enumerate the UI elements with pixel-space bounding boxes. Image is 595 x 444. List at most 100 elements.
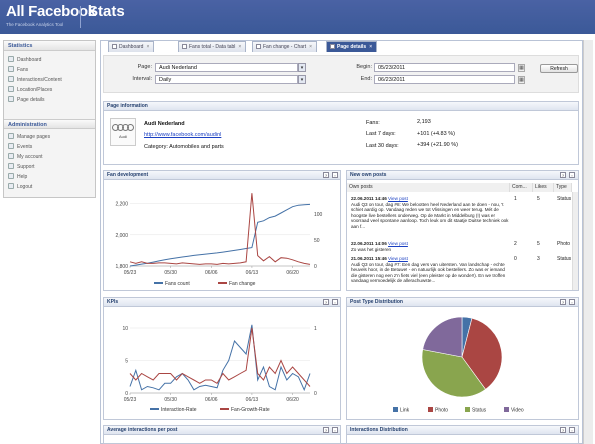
- help-icon[interactable]: ?: [560, 299, 566, 305]
- page-logo: Audi: [110, 118, 136, 146]
- col-likes[interactable]: Likes: [533, 183, 554, 192]
- fans-value: 2,193: [417, 119, 431, 125]
- brand-tagline: The Facebook Analytics Tool: [6, 22, 64, 27]
- brand-logo[interactable]: All Facebook: [6, 3, 96, 20]
- sidebar-item-fans[interactable]: Fans: [8, 66, 28, 75]
- maximize-icon[interactable]: ▫: [332, 172, 338, 178]
- sidebar-item-events[interactable]: Events: [8, 143, 32, 152]
- support-icon: [8, 163, 14, 169]
- calendar-icon[interactable]: ▦: [518, 64, 525, 72]
- interactions-icon: [8, 76, 14, 82]
- post-type-pie-chart: [421, 316, 503, 398]
- col-own-posts[interactable]: Own posts: [347, 183, 510, 192]
- col-comments[interactable]: Com...: [510, 183, 533, 192]
- maximize-icon[interactable]: ▫: [332, 427, 338, 433]
- legend-swatch: [393, 407, 398, 412]
- chevron-down-icon[interactable]: ▾: [298, 75, 306, 84]
- tab-dashboard[interactable]: Dashboard ×: [108, 41, 155, 52]
- kpis-panel: KPIs ? ▫: [103, 297, 341, 420]
- post-likes: 5: [537, 241, 540, 247]
- kpi-chart: 0 5 10 0 1 05/23 05/30 06/06 06/13 06/20: [122, 324, 317, 403]
- sidebar-section-statistics: Statistics: [4, 41, 95, 51]
- post-type: Photo: [557, 241, 571, 247]
- help-icon[interactable]: ?: [560, 427, 566, 433]
- post-type: Status: [557, 196, 572, 202]
- col-type[interactable]: Type: [554, 183, 572, 192]
- tab-page-icon: [112, 44, 117, 49]
- interval-select[interactable]: Daily: [155, 75, 298, 84]
- sidebar-item-location[interactable]: Location/Places: [8, 86, 52, 95]
- pie-slice-video: [422, 316, 463, 358]
- close-icon[interactable]: ×: [238, 44, 242, 50]
- end-date-input[interactable]: 06/23/2011: [374, 75, 515, 84]
- legend-fan-change: Fan change: [218, 281, 255, 287]
- maximize-icon[interactable]: ▫: [332, 299, 338, 305]
- help-icon[interactable]: ?: [323, 427, 329, 433]
- logo-ring: [127, 124, 134, 131]
- page-details-icon: [8, 96, 14, 102]
- legend-swatch: [218, 282, 227, 284]
- tab-page-details[interactable]: Page details ×: [326, 41, 378, 52]
- x-tick-label: 06/13: [246, 270, 259, 276]
- panel-title: Average interactions per post: [104, 426, 340, 435]
- post-date: 22.06.2011 14:06: [351, 241, 387, 246]
- refresh-button[interactable]: Refresh: [540, 64, 578, 73]
- y-left-tick-label: 2,200: [115, 202, 128, 208]
- post-text: Zo was het gisteren: [351, 246, 392, 252]
- chevron-down-icon[interactable]: ▾: [298, 63, 306, 72]
- help-icon[interactable]: ?: [323, 172, 329, 178]
- fan-development-panel: Fan development ? ▫: [103, 170, 341, 291]
- x-tick-label: 05/30: [164, 270, 177, 276]
- series-line-fans-count: [129, 203, 311, 267]
- panel-title: Post Type Distribution: [347, 298, 578, 307]
- x-tick-label: 05/30: [164, 397, 177, 403]
- tab-fan-change[interactable]: Fan change - Chart ×: [252, 41, 318, 52]
- close-icon[interactable]: ×: [309, 44, 313, 50]
- page-scrollbar[interactable]: [583, 40, 593, 444]
- header-divider: [80, 6, 81, 28]
- y-left-tick-label: 2,000: [115, 233, 128, 239]
- sidebar-item-help[interactable]: Help: [8, 173, 27, 182]
- post-type: Status: [557, 256, 572, 262]
- post-likes: 3: [537, 256, 540, 262]
- maximize-icon[interactable]: ▫: [569, 427, 575, 433]
- sidebar-item-page-details[interactable]: Page details: [8, 96, 45, 105]
- calendar-icon[interactable]: ▦: [518, 76, 525, 84]
- sidebar-item-support[interactable]: Support: [8, 163, 35, 172]
- begin-label: Begin:: [356, 64, 372, 70]
- y-right-tick-label: 100: [314, 212, 323, 218]
- posts-scrollbar[interactable]: [572, 192, 578, 290]
- panel-title: New own posts: [347, 171, 578, 180]
- legend-swatch: [150, 408, 159, 410]
- maximize-icon[interactable]: ▫: [569, 299, 575, 305]
- x-tick-label: 06/06: [205, 397, 218, 403]
- panel-title: Fan development: [104, 171, 340, 180]
- events-icon: [8, 143, 14, 149]
- help-icon[interactable]: ?: [323, 299, 329, 305]
- logout-icon: [8, 183, 14, 189]
- close-icon[interactable]: ×: [369, 44, 373, 50]
- fan-development-chart: 1,800 2,000 2,200 0 50 100 05/23 05/30 06/06 06/1…: [115, 193, 323, 276]
- view-post-link[interactable]: View post: [388, 196, 408, 201]
- post-row: 22.06.2011 14:46 View post Audi Q3 on to…: [351, 196, 509, 230]
- sidebar-item-interactions[interactable]: Interactions/Content: [8, 76, 62, 85]
- series-line-interaction-rate: [129, 324, 311, 392]
- page-url-link[interactable]: http://www.facebook.com/audinl: [144, 132, 222, 138]
- sidebar-item-logout[interactable]: Logout: [8, 183, 32, 192]
- sidebar-item-my-account[interactable]: My account: [8, 153, 43, 162]
- post-date: 21.06.2011 15:46: [351, 256, 387, 261]
- sidebar-item-dashboard[interactable]: Dashboard: [8, 56, 41, 65]
- view-post-link[interactable]: View post: [388, 256, 408, 261]
- page-select[interactable]: Audi Nederland: [155, 63, 298, 72]
- legend-fan-growth-rate: Fan-Growth-Rate: [220, 407, 270, 413]
- sidebar-item-manage-pages[interactable]: Manage pages: [8, 133, 50, 142]
- tab-fans-total[interactable]: Fans total - Data tabl ×: [178, 41, 247, 52]
- begin-date-input[interactable]: 05/23/2011: [374, 63, 515, 72]
- view-post-link[interactable]: View post: [388, 241, 408, 246]
- x-tick-label: 05/23: [124, 397, 137, 403]
- close-icon[interactable]: ×: [146, 44, 150, 50]
- tab-page-icon: [182, 44, 187, 49]
- maximize-icon[interactable]: ▫: [569, 172, 575, 178]
- interval-label: Interval:: [132, 76, 152, 82]
- help-icon[interactable]: ?: [560, 172, 566, 178]
